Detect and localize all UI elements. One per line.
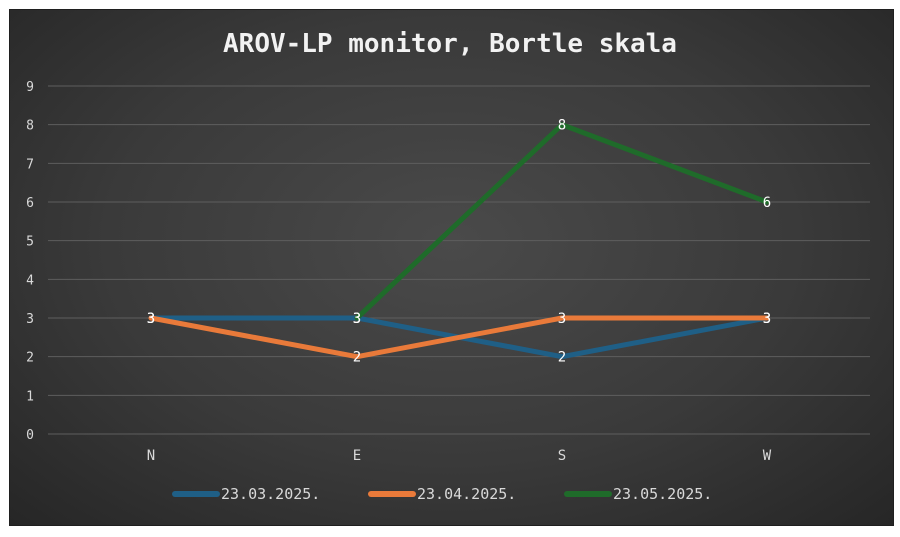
series-line-3 <box>354 122 770 321</box>
gridlines <box>48 85 870 435</box>
data-label: 6 <box>763 195 771 211</box>
y-tick-label: 0 <box>26 428 34 443</box>
data-label: 3 <box>353 311 361 327</box>
data-label: 3 <box>763 311 771 327</box>
data-label: 2 <box>353 350 361 366</box>
series-line-2 <box>148 315 770 360</box>
y-tick-label: 4 <box>26 273 34 288</box>
legend-label-2: 23.04.2025. <box>417 485 516 503</box>
y-tick-label: 7 <box>26 157 34 172</box>
y-tick-label: 5 <box>26 235 34 250</box>
y-axis-ticks: 0 1 2 3 4 5 6 7 8 9 <box>26 80 34 443</box>
legend: 23.03.2025. 23.04.2025. 23.05.2025. <box>172 485 712 503</box>
y-tick-label: 9 <box>26 80 34 95</box>
data-label: 8 <box>558 118 566 134</box>
y-tick-label: 6 <box>26 196 34 211</box>
data-label: 3 <box>353 311 361 327</box>
y-tick-label: 2 <box>26 351 34 366</box>
chart-frame <box>9 9 894 526</box>
legend-label-1: 23.03.2025. <box>221 485 320 503</box>
data-label: 3 <box>558 311 566 327</box>
y-tick-label: 1 <box>26 389 34 404</box>
y-tick-label: 3 <box>26 312 34 327</box>
series-lines <box>148 122 770 360</box>
data-label: 3 <box>147 311 155 327</box>
legend-label-3: 23.05.2025. <box>613 485 712 503</box>
x-tick-label: S <box>558 448 566 464</box>
data-label: 3 <box>763 311 771 327</box>
y-tick-label: 8 <box>26 119 34 134</box>
x-tick-label: W <box>763 448 772 464</box>
data-label: 2 <box>558 350 566 366</box>
x-tick-label: E <box>353 448 361 464</box>
chart-title: AROV-LP monitor, Bortle skala <box>223 29 677 59</box>
x-tick-label: N <box>147 448 155 464</box>
data-label: 3 <box>147 311 155 327</box>
